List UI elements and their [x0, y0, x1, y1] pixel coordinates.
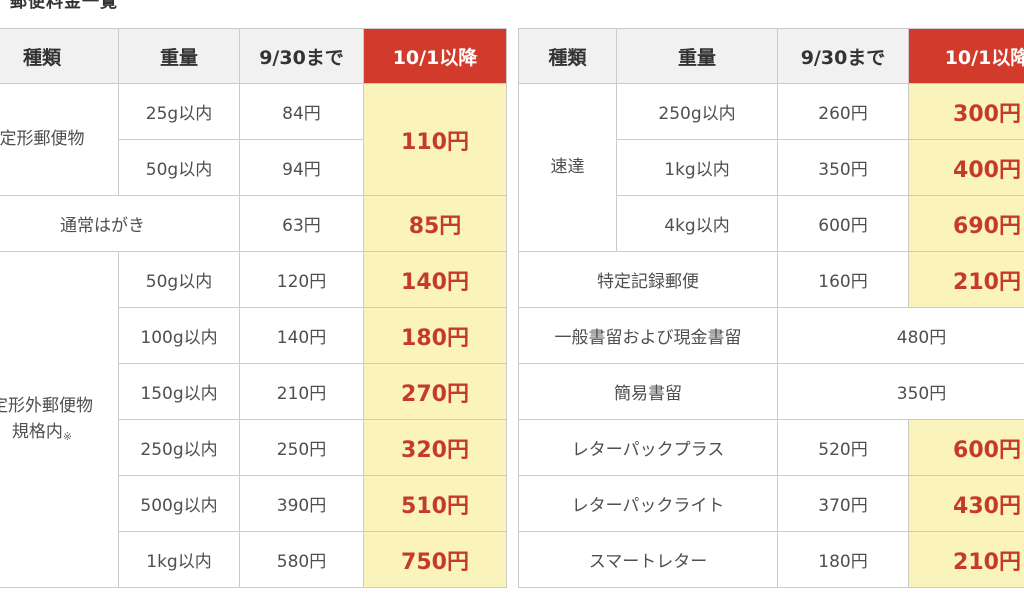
teikeigai-label-line2: 規格内	[11, 421, 63, 442]
old-price-cell: 84円	[239, 83, 364, 140]
table-row: スマートレター 180円 210円	[518, 531, 1024, 588]
table-row: 特定記録郵便 160円 210円	[518, 251, 1024, 308]
new-price-cell: 210円	[908, 531, 1024, 588]
new-price-cell: 300円	[908, 83, 1024, 140]
new-price-cell: 690円	[908, 195, 1024, 252]
table-row: 4kg以内 600円 690円	[519, 195, 1024, 252]
type-cell-hagaki: 通常はがき	[0, 195, 240, 252]
header-weight: 重量	[616, 28, 778, 84]
weight-cell: 4kg以内	[616, 195, 778, 252]
table-row: 500g以内 390円 510円	[0, 475, 507, 532]
postal-rates-table-left: 種類 重量 9/30まで 10/1以降 定形郵便物 25g以内 84円 110円…	[0, 28, 507, 588]
old-price-cell: 600円	[777, 195, 909, 252]
table-row: 100g以内 140円 180円	[0, 307, 507, 364]
type-cell-teikei: 定形郵便物	[0, 83, 119, 196]
left-table: 種類 重量 9/30まで 10/1以降 定形郵便物 25g以内 84円 110円…	[0, 28, 507, 588]
table-row: 定形外郵便物 規格内※ 50g以内 120円 140円	[0, 251, 507, 588]
table-row: 速達 250g以内 260円 300円	[518, 83, 1024, 252]
header-weight: 重量	[118, 28, 240, 84]
weight-cell: 250g以内	[616, 83, 778, 140]
weight-cell: 1kg以内	[118, 531, 240, 588]
weight-cell: 25g以内	[118, 83, 240, 140]
new-price-cell: 600円	[908, 419, 1024, 476]
flat-price-cell: 480円	[777, 307, 1024, 364]
table-row: 250g以内 250円 320円	[0, 419, 507, 476]
header-until-930: 9/30まで	[239, 28, 364, 84]
left-table-header-row: 種類 重量 9/30まで 10/1以降	[0, 28, 507, 84]
type-cell-tokutei: 特定記録郵便	[518, 251, 778, 308]
new-price-cell: 140円	[363, 251, 507, 308]
teikeigai-label-line1: 定形外郵便物	[0, 396, 93, 416]
type-cell-smartletter: スマートレター	[518, 531, 778, 588]
new-price-cell: 110円	[363, 83, 507, 196]
table-row: 150g以内 210円 270円	[0, 363, 507, 420]
new-price-cell: 320円	[363, 419, 507, 476]
type-cell-teikeigai: 定形外郵便物 規格内※	[0, 251, 119, 588]
old-price-cell: 160円	[777, 251, 909, 308]
header-type: 種類	[518, 28, 617, 84]
new-price-cell: 750円	[363, 531, 507, 588]
new-price-cell: 430円	[908, 475, 1024, 532]
weight-cell: 250g以内	[118, 419, 240, 476]
type-cell-letterpack-light: レターパックライト	[518, 475, 778, 532]
type-cell-sokutatsu: 速達	[518, 83, 617, 252]
new-price-cell: 210円	[908, 251, 1024, 308]
table-row: 通常はがき 63円 85円	[0, 195, 507, 252]
postal-rates-table-right: 種類 重量 9/30まで 10/1以降 速達 250g以内 260円 300円 …	[518, 28, 1024, 588]
table-row: 定形郵便物 25g以内 84円 110円	[0, 83, 507, 196]
old-price-cell: 180円	[777, 531, 909, 588]
new-price-cell: 85円	[363, 195, 507, 252]
weight-cell: 1kg以内	[616, 139, 778, 196]
header-until-930: 9/30まで	[777, 28, 909, 84]
old-price-cell: 260円	[777, 83, 909, 140]
new-price-cell: 270円	[363, 363, 507, 420]
old-price-cell: 120円	[239, 251, 364, 308]
new-price-cell: 510円	[363, 475, 507, 532]
table-row: レターパックライト 370円 430円	[518, 475, 1024, 532]
table-row: 1kg以内 580円 750円	[0, 531, 507, 588]
old-price-cell: 210円	[239, 363, 364, 420]
old-price-cell: 370円	[777, 475, 909, 532]
table-row: 一般書留および現金書留 480円	[518, 307, 1024, 364]
type-cell-kani: 簡易書留	[518, 363, 778, 420]
right-table-header-row: 種類 重量 9/30まで 10/1以降	[518, 28, 1024, 84]
old-price-cell: 350円	[777, 139, 909, 196]
old-price-cell: 520円	[777, 419, 909, 476]
header-after-101: 10/1以降	[363, 28, 507, 84]
old-price-cell: 94円	[239, 139, 364, 196]
weight-cell: 100g以内	[118, 307, 240, 364]
note-asterisk: ※	[62, 429, 73, 443]
table-row: 50g以内 94円	[0, 139, 507, 196]
new-price-cell: 400円	[908, 139, 1024, 196]
old-price-cell: 390円	[239, 475, 364, 532]
type-cell-letterpack-plus: レターパックプラス	[518, 419, 778, 476]
weight-cell: 50g以内	[118, 251, 240, 308]
table-row: 1kg以内 350円 400円	[519, 139, 1024, 196]
table-row: レターパックプラス 520円 600円	[518, 419, 1024, 476]
table-row: 簡易書留 350円	[518, 363, 1024, 420]
flat-price-cell: 350円	[777, 363, 1024, 420]
page-title-clipped: 郵便料金一覧	[10, 0, 118, 12]
weight-cell: 50g以内	[118, 139, 240, 196]
header-after-101: 10/1以降	[908, 28, 1024, 84]
weight-cell: 150g以内	[118, 363, 240, 420]
old-price-cell: 250円	[239, 419, 364, 476]
old-price-cell: 63円	[239, 195, 364, 252]
right-table: 種類 重量 9/30まで 10/1以降 速達 250g以内 260円 300円 …	[518, 28, 1024, 588]
new-price-cell: 180円	[363, 307, 507, 364]
old-price-cell: 580円	[239, 531, 364, 588]
weight-cell: 500g以内	[118, 475, 240, 532]
header-type: 種類	[0, 28, 119, 84]
type-cell-kakitome: 一般書留および現金書留	[518, 307, 778, 364]
old-price-cell: 140円	[239, 307, 364, 364]
